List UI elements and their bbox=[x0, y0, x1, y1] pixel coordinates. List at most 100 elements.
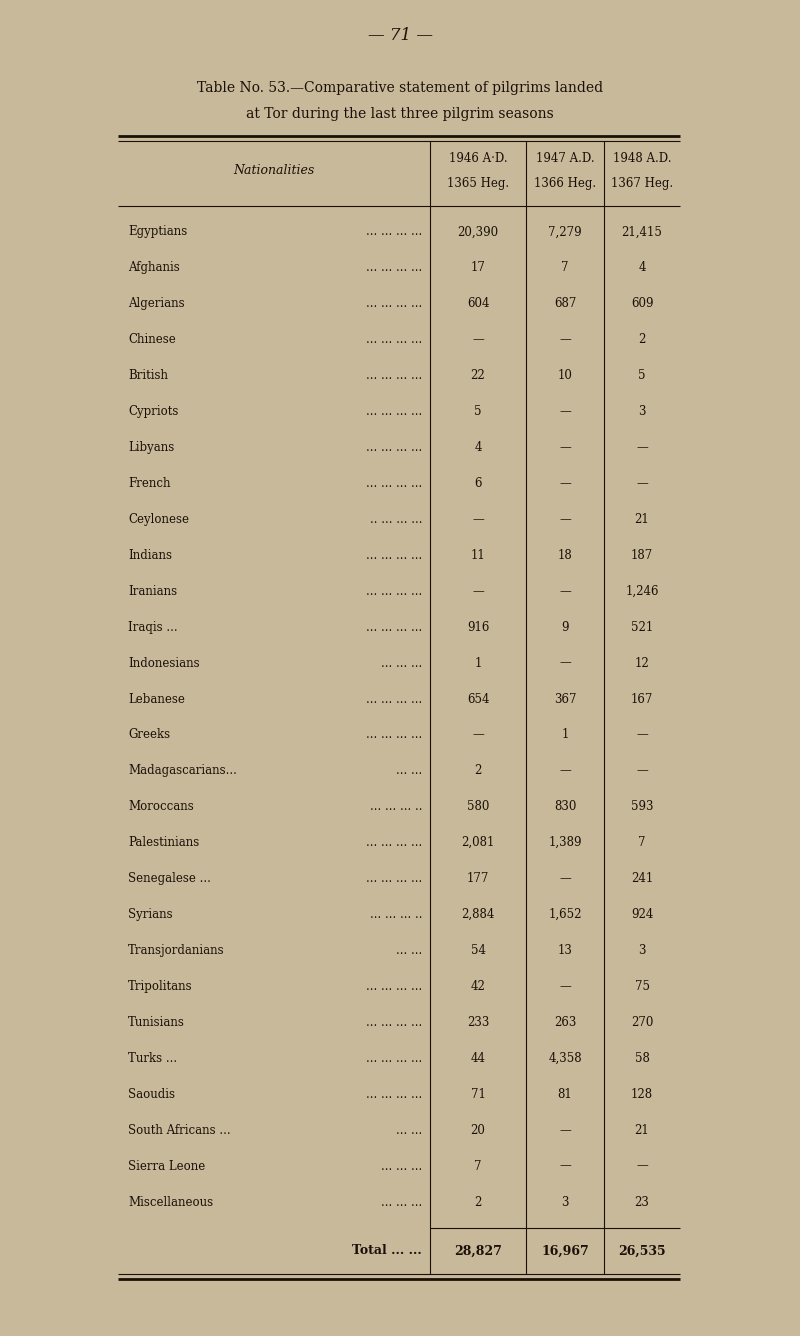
Text: —: — bbox=[472, 728, 484, 741]
Text: ... ... ... ..: ... ... ... .. bbox=[370, 908, 422, 921]
Text: —: — bbox=[559, 1124, 571, 1137]
Text: 10: 10 bbox=[558, 369, 573, 382]
Text: ... ... ... ...: ... ... ... ... bbox=[366, 1015, 422, 1029]
Text: 233: 233 bbox=[467, 1015, 489, 1029]
Text: Madagascarians...: Madagascarians... bbox=[128, 764, 237, 778]
Text: ... ... ...: ... ... ... bbox=[381, 1196, 422, 1209]
Text: 7: 7 bbox=[638, 836, 646, 850]
Text: —: — bbox=[636, 441, 648, 454]
Text: 5: 5 bbox=[638, 369, 646, 382]
Text: Saoudis: Saoudis bbox=[128, 1088, 175, 1101]
Text: 4,358: 4,358 bbox=[548, 1051, 582, 1065]
Text: 241: 241 bbox=[631, 872, 653, 886]
Text: 1,389: 1,389 bbox=[548, 836, 582, 850]
Text: 6: 6 bbox=[474, 477, 482, 490]
Text: Miscellaneous: Miscellaneous bbox=[128, 1196, 213, 1209]
Text: 263: 263 bbox=[554, 1015, 576, 1029]
Text: 177: 177 bbox=[467, 872, 489, 886]
Text: Chinese: Chinese bbox=[128, 333, 176, 346]
Text: 2: 2 bbox=[474, 1196, 482, 1209]
Text: 5: 5 bbox=[474, 405, 482, 418]
Text: 17: 17 bbox=[470, 262, 486, 274]
Text: ... ... ... ...: ... ... ... ... bbox=[366, 549, 422, 562]
Text: 167: 167 bbox=[631, 692, 653, 705]
Text: 521: 521 bbox=[631, 621, 653, 633]
Text: ... ... ... ...: ... ... ... ... bbox=[366, 333, 422, 346]
Text: 1366 Heg.: 1366 Heg. bbox=[534, 176, 596, 190]
Text: ... ... ... ...: ... ... ... ... bbox=[366, 441, 422, 454]
Text: 1367 Heg.: 1367 Heg. bbox=[611, 176, 673, 190]
Text: 44: 44 bbox=[470, 1051, 486, 1065]
Text: 42: 42 bbox=[470, 981, 486, 993]
Text: 21,415: 21,415 bbox=[622, 226, 662, 238]
Text: ... ... ... ...: ... ... ... ... bbox=[366, 298, 422, 310]
Text: Lebanese: Lebanese bbox=[128, 692, 185, 705]
Text: —: — bbox=[559, 513, 571, 526]
Text: 1: 1 bbox=[562, 728, 569, 741]
Text: —: — bbox=[559, 872, 571, 886]
Text: 1947 A.D.: 1947 A.D. bbox=[536, 152, 594, 166]
Text: Nationalities: Nationalities bbox=[234, 164, 314, 178]
Text: 3: 3 bbox=[638, 945, 646, 957]
Text: —: — bbox=[636, 728, 648, 741]
Text: 4: 4 bbox=[474, 441, 482, 454]
Text: Total ... ...: Total ... ... bbox=[352, 1245, 422, 1257]
Text: —: — bbox=[559, 585, 571, 597]
Text: 4: 4 bbox=[638, 262, 646, 274]
Text: ... ... ... ...: ... ... ... ... bbox=[366, 585, 422, 597]
Text: 12: 12 bbox=[634, 656, 650, 669]
Text: —: — bbox=[559, 477, 571, 490]
Text: ... ... ... ..: ... ... ... .. bbox=[370, 800, 422, 814]
Text: 3: 3 bbox=[562, 1196, 569, 1209]
Text: 270: 270 bbox=[631, 1015, 653, 1029]
Text: Sierra Leone: Sierra Leone bbox=[128, 1160, 206, 1173]
Text: 1,246: 1,246 bbox=[626, 585, 658, 597]
Text: 924: 924 bbox=[631, 908, 653, 921]
Text: ... ...: ... ... bbox=[396, 764, 422, 778]
Text: 2,081: 2,081 bbox=[462, 836, 494, 850]
Text: Tunisians: Tunisians bbox=[128, 1015, 185, 1029]
Text: Iranians: Iranians bbox=[128, 585, 177, 597]
Text: 81: 81 bbox=[558, 1088, 572, 1101]
Text: Turks ...: Turks ... bbox=[128, 1051, 177, 1065]
Text: 11: 11 bbox=[470, 549, 486, 562]
Text: ... ... ... ...: ... ... ... ... bbox=[366, 728, 422, 741]
Text: —: — bbox=[559, 1160, 571, 1173]
Text: ... ... ... ...: ... ... ... ... bbox=[366, 692, 422, 705]
Text: 1365 Heg.: 1365 Heg. bbox=[447, 176, 509, 190]
Text: 26,535: 26,535 bbox=[618, 1245, 666, 1257]
Text: ... ... ...: ... ... ... bbox=[381, 1160, 422, 1173]
Text: Indonesians: Indonesians bbox=[128, 656, 200, 669]
Text: Algerians: Algerians bbox=[128, 298, 185, 310]
Text: Libyans: Libyans bbox=[128, 441, 174, 454]
Text: 1948 A.D.: 1948 A.D. bbox=[613, 152, 671, 166]
Text: 916: 916 bbox=[467, 621, 489, 633]
Text: 28,827: 28,827 bbox=[454, 1245, 502, 1257]
Text: Cypriots: Cypriots bbox=[128, 405, 178, 418]
Text: 7: 7 bbox=[562, 262, 569, 274]
Text: 687: 687 bbox=[554, 298, 576, 310]
Text: Moroccans: Moroccans bbox=[128, 800, 194, 814]
Text: ... ...: ... ... bbox=[396, 1124, 422, 1137]
Text: 2,884: 2,884 bbox=[462, 908, 494, 921]
Text: Senegalese ...: Senegalese ... bbox=[128, 872, 211, 886]
Text: —: — bbox=[559, 656, 571, 669]
Text: —: — bbox=[636, 477, 648, 490]
Text: 20,390: 20,390 bbox=[458, 226, 498, 238]
Text: —: — bbox=[559, 333, 571, 346]
Text: Transjordanians: Transjordanians bbox=[128, 945, 225, 957]
Text: 604: 604 bbox=[466, 298, 490, 310]
Text: French: French bbox=[128, 477, 170, 490]
Text: 187: 187 bbox=[631, 549, 653, 562]
Text: 58: 58 bbox=[634, 1051, 650, 1065]
Text: 654: 654 bbox=[466, 692, 490, 705]
Text: ... ... ... ...: ... ... ... ... bbox=[366, 621, 422, 633]
Text: —: — bbox=[559, 405, 571, 418]
Text: ... ... ... ...: ... ... ... ... bbox=[366, 981, 422, 993]
Text: 580: 580 bbox=[467, 800, 489, 814]
Text: —: — bbox=[559, 441, 571, 454]
Text: —: — bbox=[636, 764, 648, 778]
Text: at Tor during the last three pilgrim seasons: at Tor during the last three pilgrim sea… bbox=[246, 107, 554, 122]
Text: 54: 54 bbox=[470, 945, 486, 957]
Text: —: — bbox=[559, 764, 571, 778]
